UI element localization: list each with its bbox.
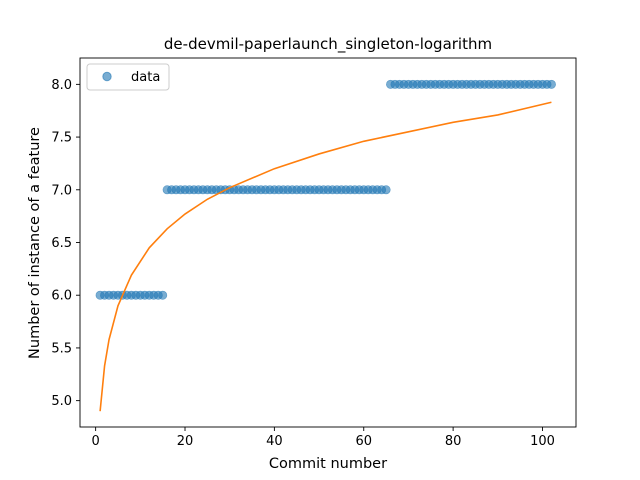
y-tick-label: 7.0 bbox=[51, 183, 72, 198]
y-tick-label: 5.0 bbox=[51, 394, 72, 409]
y-tick-label: 6.0 bbox=[51, 289, 72, 304]
x-tick-label: 60 bbox=[355, 434, 372, 449]
data-point bbox=[158, 290, 168, 300]
plot-area: 0 20 40 60 80 100 5.0 5.5 6.0 6.5 7.0 7.5 8.0 data bbox=[51, 57, 577, 449]
y-tick-label: 5.5 bbox=[51, 341, 72, 356]
y-tick-label: 8.0 bbox=[51, 78, 72, 93]
y-tick-label: 6.5 bbox=[51, 236, 72, 251]
x-tick-label: 80 bbox=[445, 434, 462, 449]
x-tick-label: 20 bbox=[177, 434, 194, 449]
legend-box bbox=[86, 63, 170, 91]
y-tick-label: 7.5 bbox=[51, 131, 72, 146]
x-tick-label: 100 bbox=[530, 434, 555, 449]
x-tick-label: 40 bbox=[266, 434, 283, 449]
legend-marker bbox=[102, 71, 112, 82]
data-point bbox=[381, 185, 391, 195]
legend-label: data bbox=[131, 70, 160, 85]
data-point bbox=[546, 79, 556, 89]
x-tick-label: 0 bbox=[91, 434, 99, 449]
y-axis-title: Number of instance of a feature bbox=[27, 127, 43, 359]
chart-title: de-devmil-paperlaunch_singleton-logarith… bbox=[164, 35, 492, 54]
x-axis-title: Commit number bbox=[269, 456, 387, 472]
fit-line bbox=[99, 101, 552, 412]
